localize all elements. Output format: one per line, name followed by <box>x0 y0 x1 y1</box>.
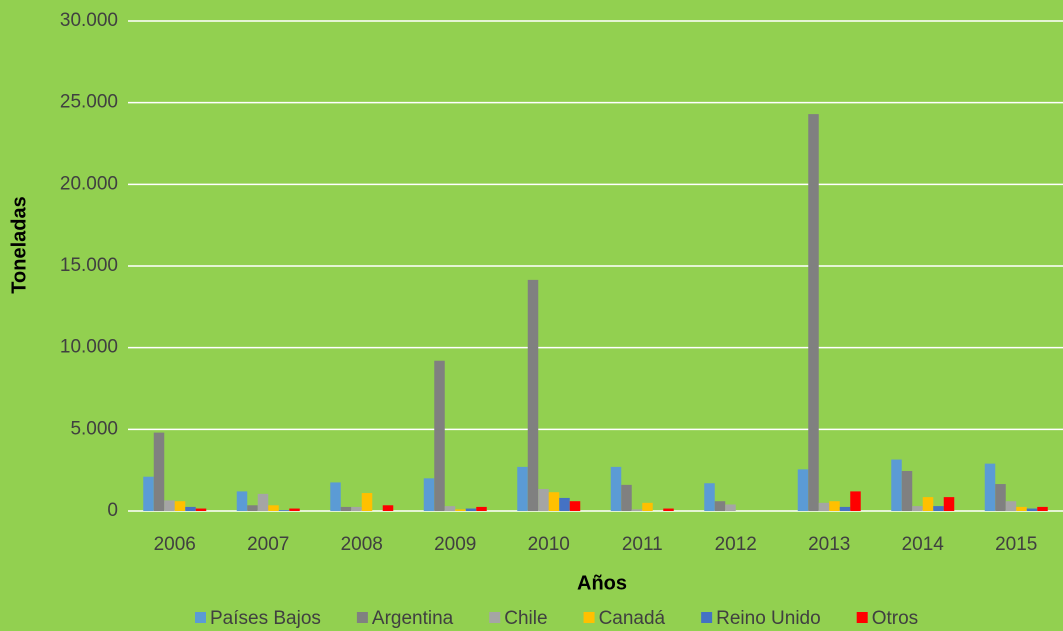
bar <box>361 493 373 511</box>
bar <box>185 506 196 511</box>
legend-label: Chile <box>504 608 547 629</box>
bar <box>517 466 528 511</box>
bar <box>444 506 456 511</box>
bar <box>455 509 466 511</box>
x-tick-label: 2007 <box>247 534 289 555</box>
y-tick-label: 15.000 <box>60 255 118 276</box>
bar <box>330 482 341 511</box>
bar <box>631 509 643 511</box>
bar <box>1026 508 1038 511</box>
bar <box>621 484 632 511</box>
x-tick-label: 2014 <box>902 534 945 555</box>
bar <box>818 502 830 511</box>
x-tick-label: 2010 <box>528 534 570 555</box>
bar <box>423 478 435 511</box>
bar <box>922 497 934 511</box>
x-tick-label: 2015 <box>995 534 1037 555</box>
y-tick-label: 30.000 <box>60 10 118 31</box>
y-tick-label: 10.000 <box>60 337 118 358</box>
x-tick-label: 2012 <box>715 534 757 555</box>
x-tick-label: 2009 <box>434 534 476 555</box>
bar <box>642 502 653 511</box>
bar <box>1037 506 1048 511</box>
legend-label: Otros <box>872 608 918 629</box>
bar <box>236 491 248 511</box>
bar <box>850 491 861 511</box>
y-axis-title: Toneladas <box>8 196 30 293</box>
legend-label: Canadá <box>599 608 666 629</box>
bar <box>527 279 539 511</box>
bar <box>933 506 944 511</box>
legend-label: Países Bajos <box>210 608 321 629</box>
bar <box>195 508 207 511</box>
bar <box>340 506 352 511</box>
bar <box>164 500 175 511</box>
legend-label: Reino Unido <box>716 608 821 629</box>
bar <box>725 504 736 511</box>
bar <box>891 459 902 511</box>
bar <box>548 492 560 511</box>
bar <box>663 508 674 511</box>
x-tick-label: 2006 <box>154 534 196 555</box>
y-tick-label: 25.000 <box>60 92 118 113</box>
y-tick-label: 0 <box>107 500 118 521</box>
bar <box>257 493 269 511</box>
bar <box>569 501 581 511</box>
legend-label: Argentina <box>372 608 454 629</box>
bar <box>901 470 913 511</box>
legend-swatch <box>701 612 713 623</box>
bar <box>797 469 809 511</box>
x-tick-label: 2008 <box>341 534 383 555</box>
y-tick-label: 5.000 <box>70 418 118 439</box>
bar <box>1005 501 1017 511</box>
bar <box>247 505 258 511</box>
bar <box>153 432 165 511</box>
bar <box>984 463 996 511</box>
bar <box>829 501 840 511</box>
bar <box>839 506 851 511</box>
bar <box>610 466 622 511</box>
bar <box>912 506 923 511</box>
legend-swatch <box>583 612 595 623</box>
bar <box>995 484 1006 511</box>
legend-swatch <box>195 612 206 623</box>
bar <box>538 488 549 511</box>
bar <box>476 506 487 511</box>
x-tick-label: 2011 <box>622 534 663 555</box>
legend-swatch <box>356 612 368 623</box>
bar <box>268 505 279 511</box>
bar <box>382 505 394 511</box>
bar <box>143 476 154 511</box>
bar <box>1016 506 1027 511</box>
bar <box>289 508 300 511</box>
bar <box>351 506 362 511</box>
legend-swatch <box>489 612 501 623</box>
bar <box>465 508 477 511</box>
legend-swatch <box>856 612 868 623</box>
bar <box>278 510 290 511</box>
bar <box>434 360 445 511</box>
bar <box>704 483 715 511</box>
bar <box>174 501 186 511</box>
x-tick-label: 2013 <box>808 534 850 555</box>
bar <box>943 497 955 511</box>
y-tick-label: 20.000 <box>60 173 118 194</box>
bar <box>808 114 819 511</box>
bar <box>714 501 726 511</box>
bar <box>559 497 570 511</box>
x-axis-title: Años <box>577 572 627 594</box>
